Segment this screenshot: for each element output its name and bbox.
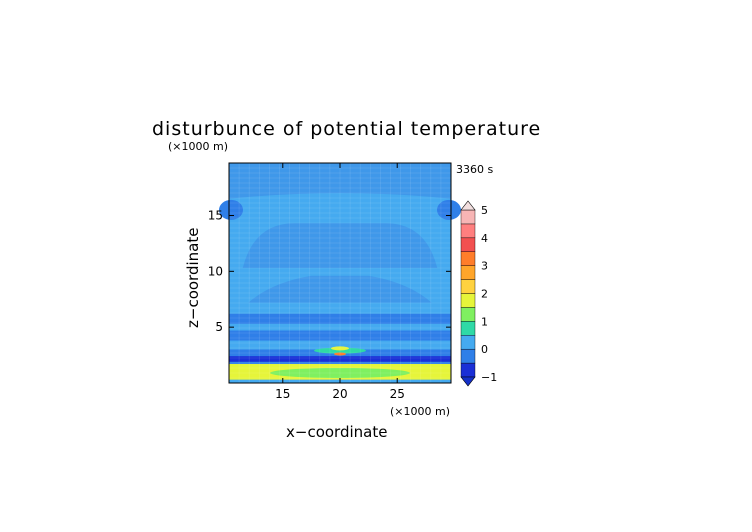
- colorbar-tick-label: −1: [481, 371, 497, 384]
- colorbar-tick-label: 4: [481, 232, 488, 245]
- x-tick-label: 25: [390, 387, 405, 401]
- lower-mid-band: [248, 275, 432, 303]
- y-unit-label: (×1000 m): [168, 140, 228, 153]
- x-unit-label: (×1000 m): [390, 405, 450, 418]
- colorbar: −1 0 1 2 3 4 5: [460, 200, 497, 387]
- colorbar-over-arrow: [460, 200, 476, 211]
- colorbar-tick-label: 5: [481, 204, 488, 217]
- left-cool-cell: [219, 199, 243, 220]
- y-axis-label: z−coordinate: [184, 228, 202, 328]
- colorbar-segment: [460, 348, 476, 364]
- field-background: [229, 163, 451, 383]
- upper-band: [229, 163, 451, 199]
- warm-core: [270, 367, 410, 378]
- colorbar-tick-label: 2: [481, 288, 488, 301]
- plume-core: [334, 352, 346, 356]
- y-tick-label: 15: [208, 208, 223, 222]
- x-tick-label: 20: [332, 387, 347, 401]
- chart-title: disturbunce of potential temperature: [152, 118, 541, 140]
- contour-field: [219, 163, 461, 383]
- y-tick-label: 5: [215, 320, 223, 334]
- colorbar-segment: [460, 237, 476, 252]
- y-tick-label: 10: [208, 264, 223, 278]
- mid-band: [242, 223, 438, 268]
- colorbar-segment: [460, 279, 476, 294]
- cold-layer: [229, 356, 451, 362]
- colorbar-tick-label: 3: [481, 260, 488, 273]
- colorbar-tick-label: 0: [481, 343, 488, 356]
- colorbar-tick-label: 1: [481, 315, 488, 328]
- plume-rim: [314, 347, 366, 354]
- x-axis-label: x−coordinate: [286, 423, 387, 441]
- plume-top: [331, 346, 349, 351]
- colorbar-segment: [460, 251, 476, 266]
- colorbar-segment: [460, 293, 476, 308]
- colorbar-segment: [460, 265, 476, 280]
- right-cool-cell: [437, 199, 461, 220]
- colorbar-segment: [460, 209, 476, 225]
- cool-stripe: [229, 313, 451, 324]
- colorbar-segment: [460, 335, 476, 350]
- x-tick-label: 15: [275, 387, 290, 401]
- axis-ticks: 15 20 25 5 10 15: [208, 163, 451, 401]
- colorbar-segment: [460, 223, 476, 239]
- cool-stripe-2: [229, 330, 451, 341]
- time-label: 3360 s: [456, 163, 493, 176]
- colorbar-segment: [460, 321, 476, 336]
- colorbar-segment: [460, 307, 476, 322]
- colorbar-under-arrow: [460, 376, 476, 387]
- colorbar-segment: [460, 362, 476, 378]
